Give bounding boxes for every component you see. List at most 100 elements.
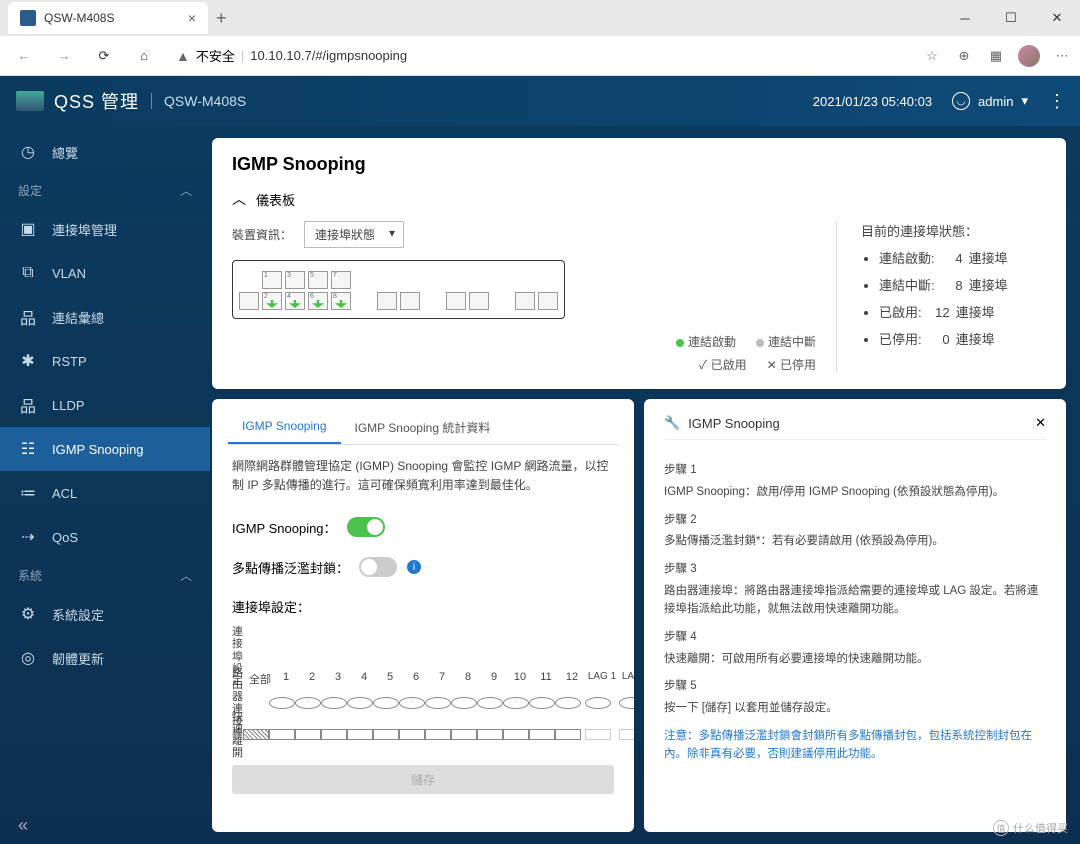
fastleave-checkbox[interactable] <box>555 729 581 740</box>
port[interactable]: 7 <box>331 271 351 289</box>
rstp-icon: ✱ <box>18 351 38 371</box>
router-port-radio[interactable] <box>347 697 373 709</box>
router-port-radio[interactable] <box>269 697 295 709</box>
window-maximize-button[interactable]: ☐ <box>988 2 1034 34</box>
sidebar-item-system-settings[interactable]: ⚙系統設定 <box>0 592 210 636</box>
fastleave-checkbox[interactable] <box>347 729 373 740</box>
port[interactable]: 4 <box>285 292 305 310</box>
profile-avatar[interactable] <box>1018 45 1040 67</box>
router-port-radio[interactable] <box>321 697 347 709</box>
header-datetime: 2021/01/23 05:40:03 <box>813 94 932 109</box>
sidebar-item-lldp[interactable]: 品LLDP <box>0 383 210 427</box>
port[interactable]: 1 <box>262 271 282 289</box>
sidebar-item-firmware[interactable]: ◎韌體更新 <box>0 636 210 680</box>
tab-igmp-stats[interactable]: IGMP Snooping 統計資料 <box>341 411 505 444</box>
security-label: 不安全 <box>196 46 235 65</box>
sidebar-item-lag[interactable]: 品連結彙總 <box>0 295 210 339</box>
router-port-radio[interactable] <box>451 697 477 709</box>
url-text: 10.10.10.7/#/igmpsnooping <box>250 48 407 63</box>
port[interactable]: 2 <box>262 292 282 310</box>
port[interactable]: 5 <box>308 271 328 289</box>
router-port-radio[interactable] <box>373 697 399 709</box>
device-info-select[interactable]: 連接埠狀態 <box>304 221 404 248</box>
router-port-radio[interactable] <box>295 697 321 709</box>
sidebar-item-rstp[interactable]: ✱RSTP <box>0 339 210 383</box>
nav-back-button[interactable]: ← <box>8 40 40 72</box>
user-menu[interactable]: ◡ admin ▾ <box>952 92 1028 110</box>
fastleave-checkbox[interactable] <box>477 729 503 740</box>
fastleave-checkbox[interactable] <box>451 729 477 740</box>
router-port-radio[interactable] <box>399 697 425 709</box>
qos-icon: ⇢ <box>18 527 38 547</box>
info-icon[interactable]: i <box>407 560 421 574</box>
fastleave-checkbox[interactable] <box>503 729 529 740</box>
igmp-toggle[interactable] <box>347 517 385 537</box>
help-title: IGMP Snooping <box>688 416 780 431</box>
status-title: 目前的連接埠狀態： <box>861 221 1046 240</box>
url-box[interactable]: ▲ 不安全 | 10.10.10.7/#/igmpsnooping <box>168 41 914 71</box>
legend: 連結啟動 連結中斷 <box>232 333 816 350</box>
sidebar-item-acl[interactable]: ≔ACL <box>0 471 210 515</box>
window-minimize-button[interactable]: ─ <box>942 2 988 34</box>
sidebar-group-system[interactable]: 系統 ︿ <box>0 559 210 592</box>
sidebar-collapse-button[interactable]: « <box>18 815 28 836</box>
port[interactable] <box>469 292 489 310</box>
save-button[interactable]: 儲存 <box>232 765 614 794</box>
router-port-radio[interactable] <box>619 697 634 709</box>
window-close-button[interactable]: ✕ <box>1034 2 1080 34</box>
port[interactable] <box>515 292 535 310</box>
fastleave-checkbox[interactable] <box>399 729 425 740</box>
port[interactable]: 6 <box>308 292 328 310</box>
router-port-radio[interactable] <box>555 697 581 709</box>
app-logo-icon <box>16 91 44 111</box>
new-tab-button[interactable]: + <box>216 8 227 29</box>
app-title: QSS 管理 <box>54 88 139 114</box>
collapse-dashboard-icon[interactable]: ︿ <box>232 189 246 209</box>
port[interactable]: 3 <box>285 271 305 289</box>
dashboard-panel: IGMP Snooping ︿ 儀表板 裝置資訊： 連接埠狀態 1357 246… <box>212 138 1066 389</box>
bookmarks-icon[interactable]: ⊕ <box>954 48 974 64</box>
vlan-icon: ⧉ <box>18 264 38 282</box>
tab-close-icon[interactable]: × <box>188 10 196 26</box>
router-port-radio[interactable] <box>529 697 555 709</box>
router-port-radio[interactable] <box>477 697 503 709</box>
fastleave-checkbox[interactable] <box>425 729 451 740</box>
fastleave-checkbox[interactable] <box>295 729 321 740</box>
port[interactable] <box>377 292 397 310</box>
sidebar-group-settings[interactable]: 設定 ︿ <box>0 174 210 207</box>
sidebar-item-vlan[interactable]: ⧉VLAN <box>0 251 210 295</box>
router-port-radio[interactable] <box>425 697 451 709</box>
collections-icon[interactable]: ▦ <box>986 48 1006 64</box>
fastleave-checkbox[interactable] <box>269 729 295 740</box>
port[interactable] <box>400 292 420 310</box>
browser-tab[interactable]: QSW-M408S × <box>8 2 208 34</box>
fastleave-checkbox[interactable] <box>373 729 399 740</box>
sidebar-item-port[interactable]: ▣連接埠管理 <box>0 207 210 251</box>
sidebar-item-overview[interactable]: ◷ 總覽 <box>0 130 210 174</box>
app-menu-icon[interactable]: ⋮ <box>1048 91 1064 112</box>
router-port-radio[interactable] <box>585 697 611 709</box>
help-close-icon[interactable]: ✕ <box>1035 415 1046 431</box>
chevron-up-icon: ︿ <box>180 567 192 584</box>
nav-home-button[interactable]: ⌂ <box>128 40 160 72</box>
favorite-icon[interactable]: ☆ <box>922 48 942 64</box>
status-item: 已停用:0連接埠 <box>879 329 1046 348</box>
fastleave-checkbox[interactable] <box>321 729 347 740</box>
fastleave-checkbox[interactable] <box>529 729 555 740</box>
tab-igmp-snooping[interactable]: IGMP Snooping <box>228 411 341 444</box>
port[interactable] <box>538 292 558 310</box>
port[interactable] <box>239 292 259 310</box>
port[interactable]: 8 <box>331 292 351 310</box>
port-setting-label: 連接埠設定： <box>232 597 310 616</box>
browser-menu-icon[interactable]: ⋯ <box>1052 48 1072 64</box>
fastleave-all-checkbox[interactable] <box>243 729 269 740</box>
flood-block-toggle[interactable] <box>359 557 397 577</box>
port-settings-table: 連接埠設定 全部123456789101112LAG 1LAG 2LAG 3LA… <box>232 626 614 750</box>
sidebar-item-igmp[interactable]: ☷IGMP Snooping <box>0 427 210 471</box>
update-icon: ◎ <box>18 648 38 668</box>
nav-refresh-button[interactable]: ⟳ <box>88 40 120 72</box>
port[interactable] <box>446 292 466 310</box>
sidebar-item-qos[interactable]: ⇢QoS <box>0 515 210 559</box>
browser-titlebar: QSW-M408S × + ─ ☐ ✕ <box>0 0 1080 36</box>
router-port-radio[interactable] <box>503 697 529 709</box>
